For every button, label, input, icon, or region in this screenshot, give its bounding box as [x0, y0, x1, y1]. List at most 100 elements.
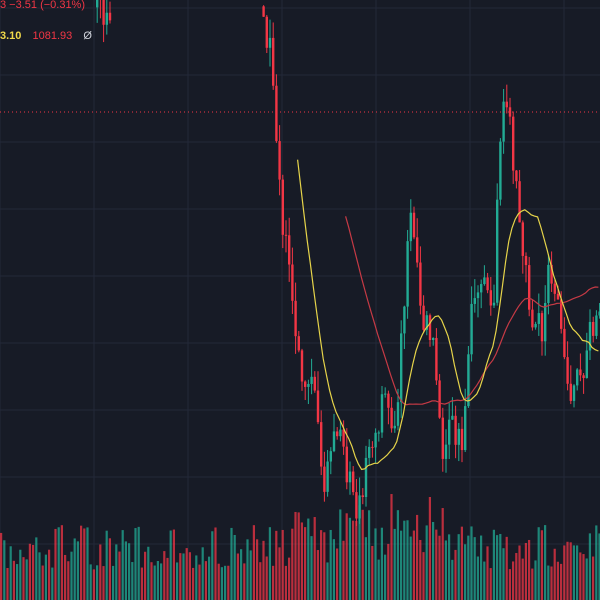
- volume-bar: [48, 549, 51, 600]
- volume-bar: [230, 527, 233, 600]
- volume-bar: [233, 534, 236, 600]
- candle-body: [563, 328, 566, 358]
- volume-bar: [572, 545, 575, 600]
- volume-bar: [457, 534, 460, 600]
- volume-bar: [227, 565, 230, 600]
- candle-body: [547, 264, 550, 304]
- candle-body: [364, 457, 368, 498]
- volume-bar: [307, 518, 310, 600]
- volume-bar: [150, 562, 153, 600]
- volume-bar: [272, 565, 275, 600]
- volume-bar: [224, 565, 227, 600]
- candle-body: [332, 431, 336, 452]
- volume-bar: [259, 562, 262, 600]
- volume-bar: [553, 548, 556, 600]
- candlesticks: [96, 0, 600, 527]
- volume-bar: [236, 553, 239, 600]
- candle-body: [400, 333, 403, 403]
- volume-bar: [364, 537, 367, 600]
- volume-bar: [384, 554, 387, 600]
- volume-bar: [220, 567, 223, 600]
- candle-body: [419, 262, 422, 306]
- volume-bar: [198, 564, 201, 600]
- candle-body: [448, 419, 451, 445]
- volume-bar: [195, 555, 198, 600]
- volume-bar: [284, 565, 287, 600]
- volume-bar: [172, 529, 175, 600]
- candle-body: [467, 354, 470, 407]
- candle-body: [387, 393, 390, 408]
- volume-bar: [163, 551, 166, 600]
- candle-body: [297, 336, 300, 351]
- volume-bar: [556, 561, 559, 600]
- candle-body: [464, 406, 467, 451]
- candle-body: [348, 471, 352, 483]
- candle-body: [518, 181, 521, 223]
- visibility-toggle-icon[interactable]: Ø: [83, 30, 92, 42]
- moving-average-long: [345, 216, 599, 406]
- volume-bar: [425, 525, 428, 600]
- candle-body: [531, 309, 534, 328]
- volume-bar: [486, 546, 489, 600]
- volume-bar: [208, 556, 211, 600]
- candle-body: [579, 369, 582, 376]
- volume-bar: [176, 562, 179, 600]
- volume-bar: [361, 509, 364, 600]
- candle-body: [537, 313, 540, 324]
- volume-bar: [534, 560, 537, 600]
- candle-body: [96, 0, 99, 8]
- volume-bar: [288, 557, 291, 600]
- legend-change-row: 3 −3.51 (−0.31%): [0, 0, 93, 13]
- volume-bar: [64, 554, 67, 600]
- volume-bar: [246, 539, 249, 600]
- volume-bar: [99, 544, 102, 600]
- volume-bar: [569, 542, 572, 600]
- candle-body: [336, 431, 339, 437]
- volume-bar: [243, 563, 246, 600]
- candle-body: [444, 444, 448, 459]
- volume-bar: [380, 527, 383, 600]
- volume-bar: [240, 549, 243, 600]
- volume-bar: [489, 568, 492, 600]
- candle-body: [307, 383, 310, 387]
- candle-body: [534, 323, 537, 328]
- candle-body: [275, 85, 278, 142]
- volume-bar: [326, 562, 329, 600]
- volume-bar: [476, 556, 479, 600]
- candle-body: [339, 429, 342, 437]
- volume-bar: [3, 540, 6, 600]
- volume-bar: [179, 553, 182, 600]
- candle-body: [262, 6, 265, 17]
- candle-body: [572, 385, 576, 401]
- candle-body: [361, 495, 364, 498]
- volume-bar: [188, 552, 191, 600]
- candle-body: [422, 305, 425, 330]
- volume-bar: [374, 528, 377, 600]
- price-change: 3 −3.51 (−0.31%): [0, 0, 86, 11]
- volume-bars: [0, 494, 600, 600]
- volume-bar: [67, 561, 70, 600]
- volume-bar: [550, 566, 553, 600]
- volume-bar: [214, 527, 217, 600]
- volume-bar: [585, 558, 588, 600]
- volume-bar: [0, 532, 3, 600]
- candle-body: [566, 357, 569, 384]
- volume-bar: [19, 549, 22, 600]
- volume-bar: [451, 559, 454, 600]
- volume-bar: [211, 531, 214, 600]
- volume-bar: [297, 512, 300, 600]
- volume-bar: [256, 539, 259, 600]
- volume-bar: [332, 539, 335, 600]
- candle-body: [265, 16, 268, 48]
- volume-bar: [588, 533, 591, 600]
- volume-bar: [505, 536, 508, 600]
- candle-body: [108, 12, 112, 21]
- volume-bar: [403, 520, 406, 600]
- volume-bar: [166, 557, 169, 600]
- candle-body: [470, 303, 473, 355]
- candle-body: [483, 277, 486, 285]
- candle-body: [272, 37, 275, 86]
- candle-body: [553, 283, 556, 294]
